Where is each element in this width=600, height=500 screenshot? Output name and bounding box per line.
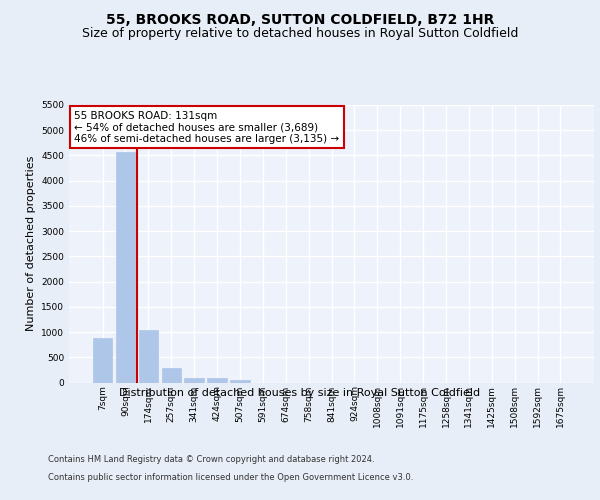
Text: Size of property relative to detached houses in Royal Sutton Coldfield: Size of property relative to detached ho…: [82, 28, 518, 40]
Text: Contains public sector information licensed under the Open Government Licence v3: Contains public sector information licen…: [48, 472, 413, 482]
Text: 55 BROOKS ROAD: 131sqm
← 54% of detached houses are smaller (3,689)
46% of semi-: 55 BROOKS ROAD: 131sqm ← 54% of detached…: [74, 110, 340, 144]
Text: Distribution of detached houses by size in Royal Sutton Coldfield: Distribution of detached houses by size …: [119, 388, 481, 398]
Bar: [93, 338, 112, 382]
Bar: [230, 380, 250, 382]
Bar: [139, 330, 158, 382]
Bar: [184, 378, 204, 382]
Bar: [161, 368, 181, 382]
Text: 55, BROOKS ROAD, SUTTON COLDFIELD, B72 1HR: 55, BROOKS ROAD, SUTTON COLDFIELD, B72 1…: [106, 12, 494, 26]
Text: Contains HM Land Registry data © Crown copyright and database right 2024.: Contains HM Land Registry data © Crown c…: [48, 455, 374, 464]
Y-axis label: Number of detached properties: Number of detached properties: [26, 156, 35, 332]
Bar: [116, 152, 135, 382]
Bar: [208, 378, 227, 382]
